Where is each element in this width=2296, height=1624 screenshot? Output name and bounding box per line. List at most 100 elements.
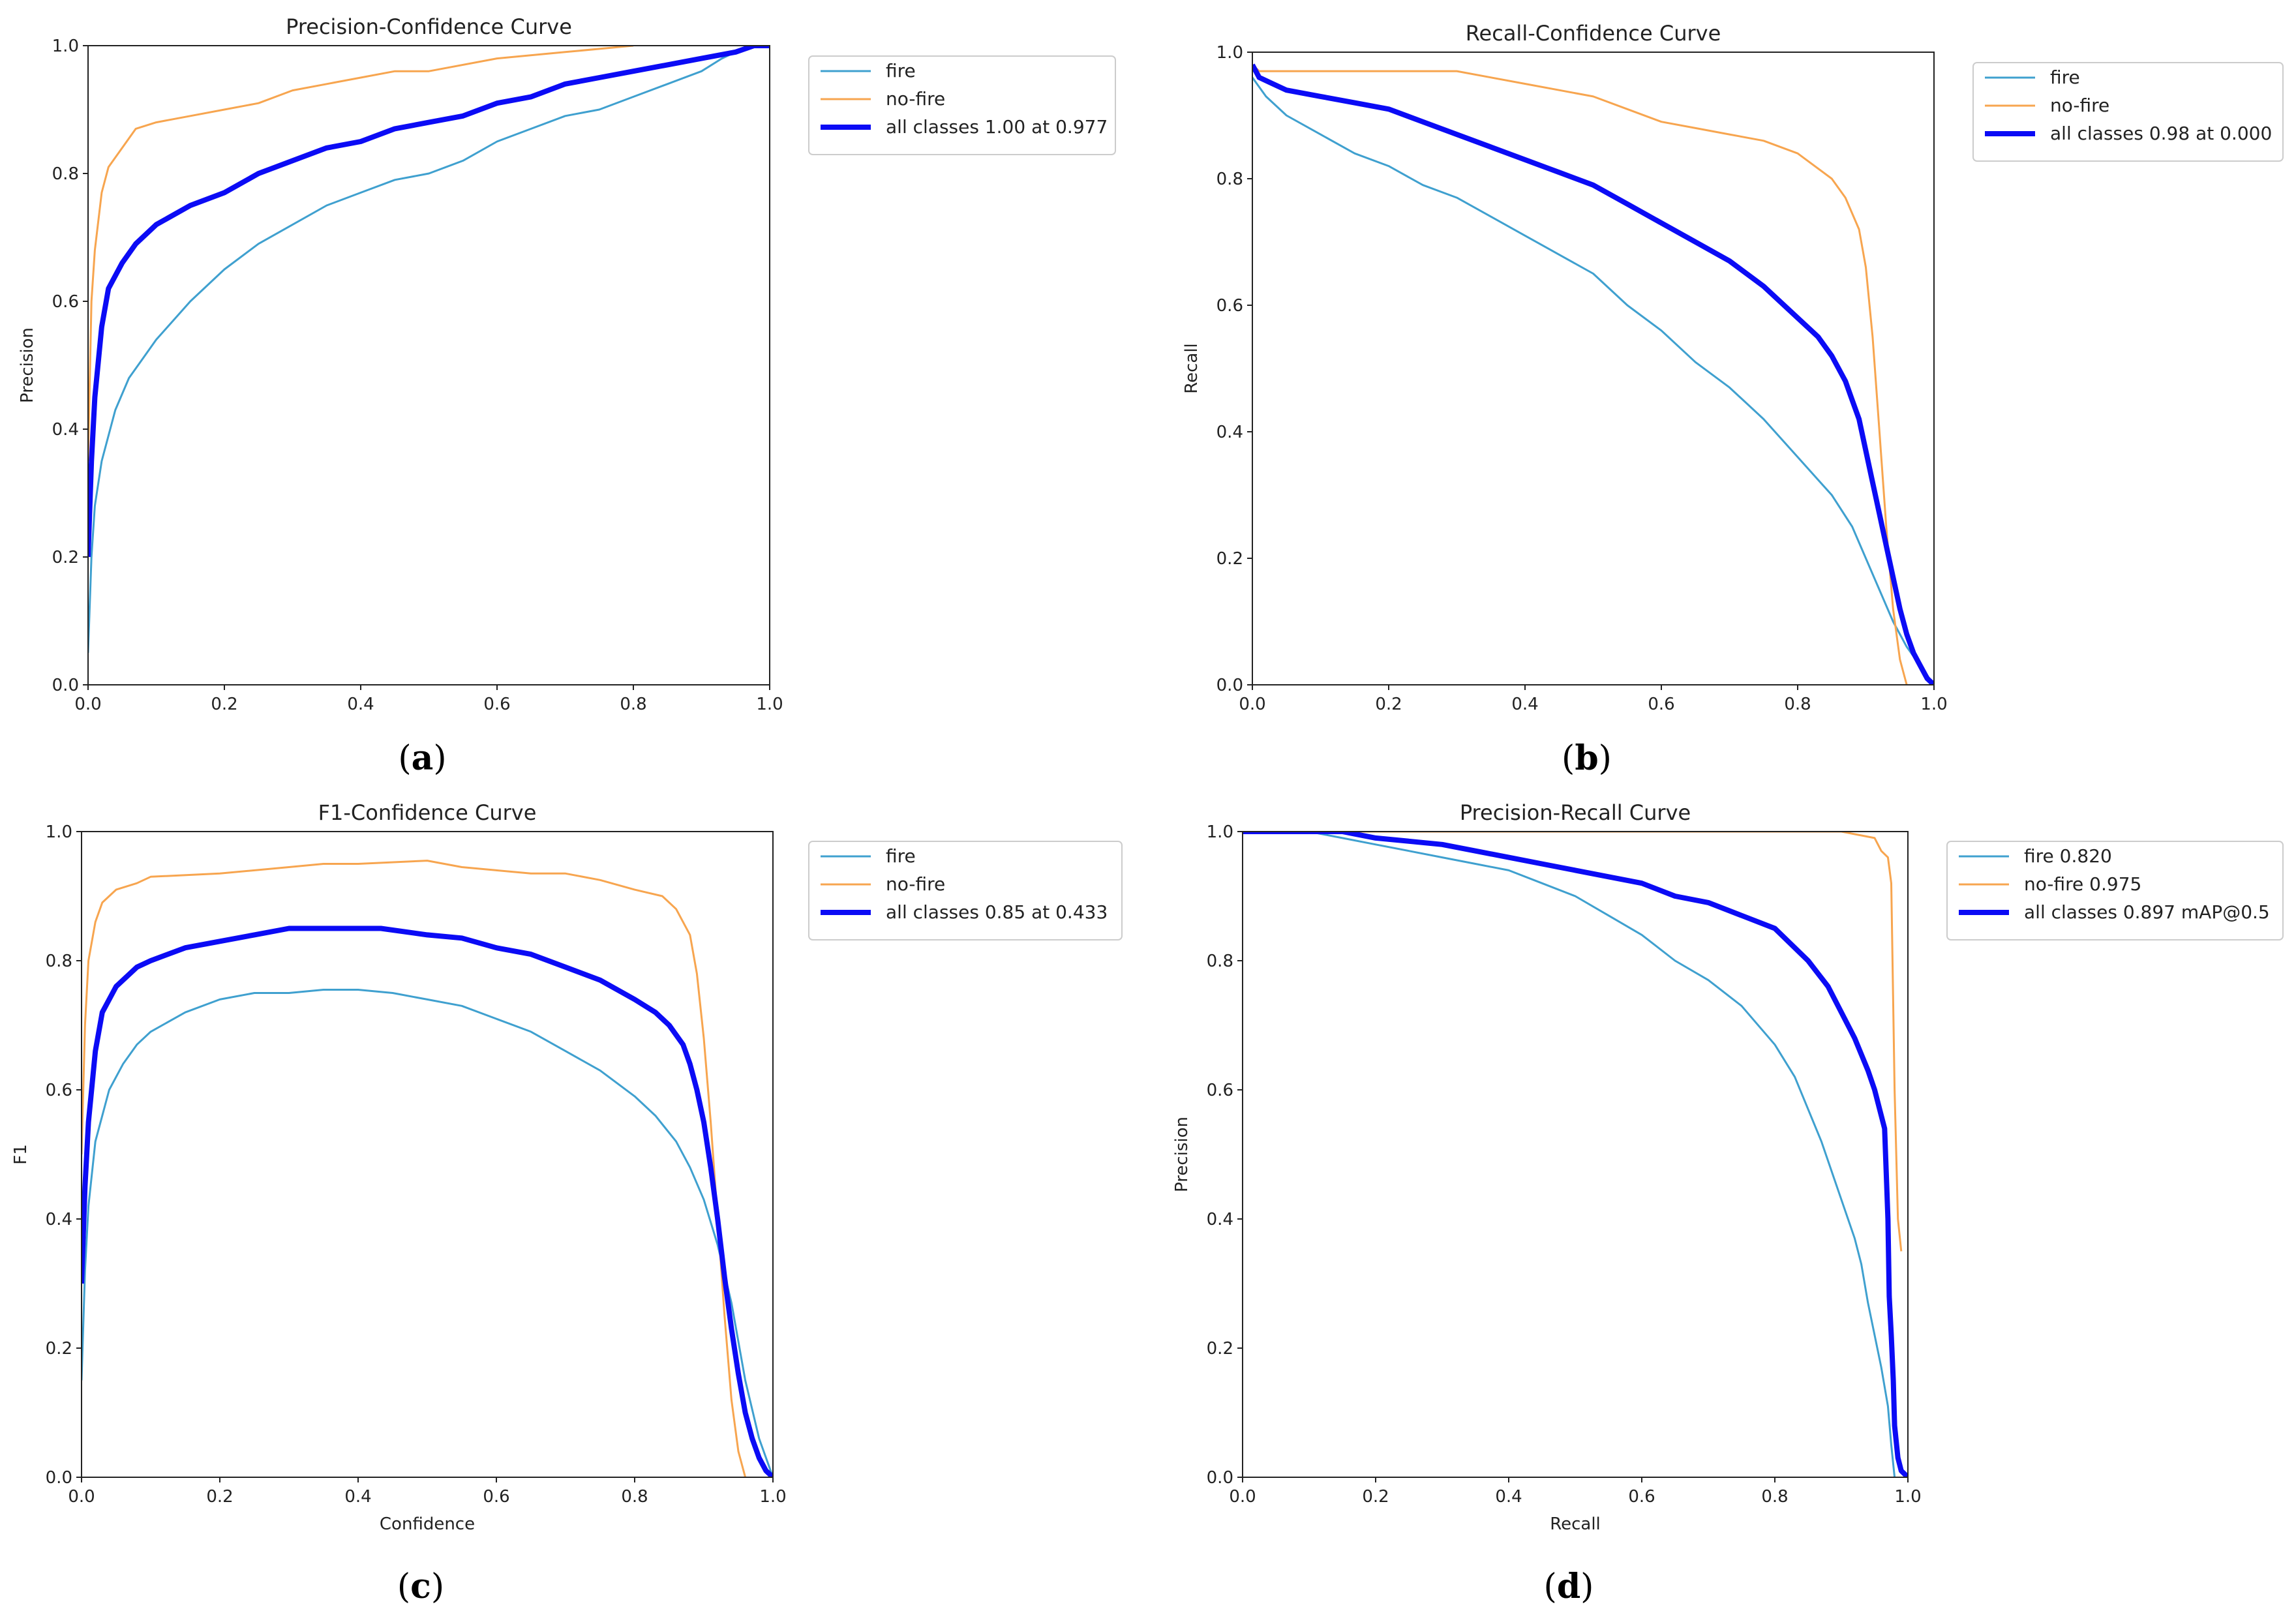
- series-line-fire: [1252, 76, 1934, 685]
- legend: fire no-fire all classes 1.00 at 0.977: [808, 55, 1116, 155]
- x-tick-label: 0.8: [620, 695, 646, 714]
- x-tick-label: 0.0: [1239, 695, 1265, 714]
- x-tick-label: 0.6: [483, 1487, 509, 1507]
- y-axis-label: Recall: [1182, 343, 1201, 394]
- panel-caption: (d): [1544, 1567, 1594, 1606]
- y-tick-label: 0.0: [46, 1468, 72, 1488]
- x-tick-label: 0.2: [1362, 1487, 1389, 1507]
- y-tick-label: 0.2: [1216, 549, 1243, 569]
- series-line-fire: [82, 989, 773, 1477]
- x-tick-label: 0.8: [1784, 695, 1811, 714]
- panel-caption: (a): [398, 738, 446, 778]
- series-line-fire: [88, 46, 770, 654]
- legend-box: [1972, 62, 2284, 162]
- y-tick-label: 0.8: [1216, 170, 1243, 189]
- panel-caption: (b): [1562, 738, 1612, 778]
- series-line-no-fire: [82, 860, 747, 1477]
- chart-title: Recall-Confidence Curve: [1466, 21, 1721, 46]
- legend-entry: no-fire: [886, 88, 945, 110]
- y-tick-label: 0.0: [1207, 1468, 1233, 1488]
- series-line-all-classes: [1252, 63, 1934, 685]
- legend-entry: no-fire: [886, 873, 945, 895]
- x-tick-label: 0.0: [68, 1487, 95, 1507]
- y-axis-label: Precision: [1172, 1117, 1192, 1192]
- axes-frame: [1252, 52, 1935, 685]
- axes-frame: [1242, 831, 1909, 1478]
- series-line-no-fire: [88, 46, 634, 462]
- plot-area: [88, 46, 770, 685]
- x-tick-label: 0.8: [1761, 1487, 1788, 1507]
- legend-entry: all classes 0.85 at 0.433: [886, 901, 1108, 923]
- x-axis-label: Recall: [1550, 1514, 1601, 1534]
- x-tick-label: 0.6: [1648, 695, 1674, 714]
- legend-entry: no-fire 0.975: [2024, 873, 2141, 895]
- y-tick-label: 0.6: [1207, 1081, 1233, 1100]
- y-tick-label: 0.0: [1216, 676, 1243, 695]
- series-line-all-classes: [82, 925, 773, 1477]
- series-line-no-fire: [1252, 64, 1908, 685]
- y-tick-label: 0.8: [52, 164, 79, 184]
- y-tick-label: 0.2: [52, 548, 79, 567]
- legend-entry: fire: [2050, 67, 2080, 88]
- legend-entry: fire: [886, 845, 916, 867]
- y-tick-label: 0.0: [52, 676, 79, 695]
- legend-entry: all classes 0.98 at 0.000: [2050, 123, 2272, 144]
- y-tick-label: 0.4: [52, 420, 79, 440]
- y-tick-label: 0.4: [1216, 423, 1243, 442]
- x-tick-label: 0.4: [1495, 1487, 1522, 1507]
- chart-title: Precision-Confidence Curve: [286, 14, 572, 39]
- y-tick-label: 0.6: [1216, 296, 1243, 316]
- series-line-fire: [1243, 832, 1896, 1477]
- series-line-no-fire: [1243, 832, 1903, 1252]
- panel-caption: (c): [397, 1567, 444, 1606]
- plot-area: [82, 832, 773, 1477]
- chart-title: F1-Confidence Curve: [318, 800, 537, 825]
- x-tick-label: 0.4: [344, 1487, 371, 1507]
- legend-entry: fire 0.820: [2024, 845, 2112, 867]
- legend: fire no-fire all classes 0.85 at 0.433: [808, 841, 1123, 940]
- x-tick-label: 0.8: [621, 1487, 648, 1507]
- legend: fire 0.820 no-fire 0.975 all classes 0.897…: [1946, 841, 2284, 940]
- legend-entry: no-fire: [2050, 95, 2109, 116]
- x-tick-label: 0.4: [347, 695, 374, 714]
- plot-area: [1252, 52, 1934, 685]
- x-tick-label: 1.0: [759, 1487, 786, 1507]
- legend-entry: all classes 0.897 mAP@0.5: [2024, 901, 2270, 923]
- legend: fire no-fire all classes 0.98 at 0.000: [1972, 62, 2284, 162]
- x-tick-label: 0.4: [1511, 695, 1538, 714]
- x-tick-label: 0.2: [206, 1487, 233, 1507]
- legend-box: [808, 55, 1116, 155]
- y-tick-label: 1.0: [52, 37, 79, 56]
- axes-frame: [87, 45, 770, 685]
- x-tick-label: 0.6: [483, 695, 510, 714]
- series-line-all-classes: [88, 46, 770, 558]
- x-tick-label: 0.2: [211, 695, 237, 714]
- legend-entry: fire: [886, 60, 916, 82]
- legend-entry: all classes 1.00 at 0.977: [886, 116, 1108, 138]
- plot-area: [1243, 832, 1908, 1477]
- y-axis-label: Precision: [18, 327, 37, 403]
- chart-title: Precision-Recall Curve: [1460, 800, 1691, 825]
- y-tick-label: 0.8: [46, 952, 72, 971]
- legend-box: [1946, 841, 2284, 940]
- y-tick-label: 0.2: [1207, 1339, 1233, 1359]
- y-tick-label: 1.0: [46, 822, 72, 842]
- y-tick-label: 0.6: [52, 292, 79, 312]
- y-tick-label: 0.4: [1207, 1210, 1233, 1229]
- y-tick-label: 0.6: [46, 1081, 72, 1100]
- y-axis-label: F1: [11, 1144, 31, 1165]
- x-tick-label: 0.0: [74, 695, 101, 714]
- axes-frame: [81, 831, 774, 1478]
- x-tick-label: 0.0: [1229, 1487, 1256, 1507]
- y-tick-label: 0.2: [46, 1339, 72, 1359]
- x-axis-label: Confidence: [380, 1514, 475, 1534]
- x-tick-label: 1.0: [1920, 695, 1947, 714]
- legend-box: [808, 841, 1123, 940]
- x-tick-label: 1.0: [756, 695, 783, 714]
- chart-panel-a: Precision-Confidence Curve 0.0 0.2 0.4 0.6 0.…: [18, 14, 1116, 778]
- y-tick-label: 0.4: [46, 1210, 72, 1229]
- x-tick-label: 1.0: [1894, 1487, 1921, 1507]
- y-tick-label: 1.0: [1216, 43, 1243, 63]
- y-tick-label: 0.8: [1207, 952, 1233, 971]
